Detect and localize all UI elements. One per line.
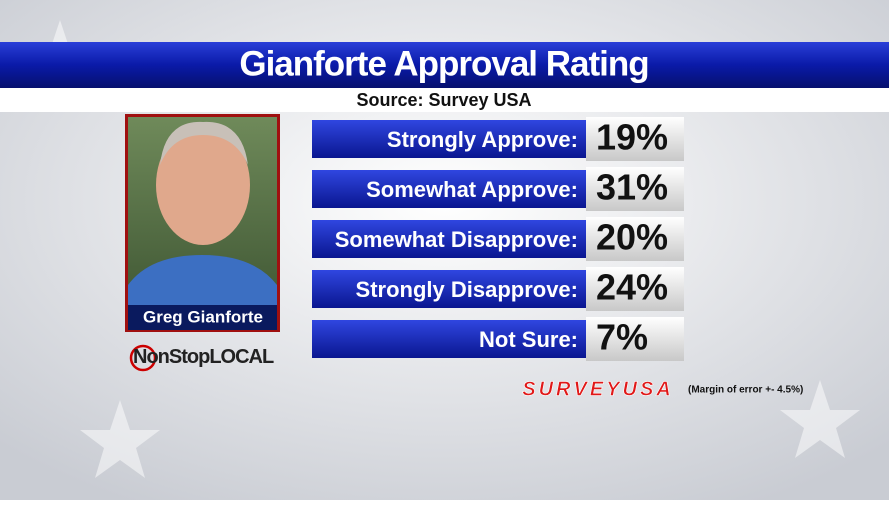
source: Source: Survey USA [356, 90, 531, 110]
value-box [586, 167, 684, 211]
station-logo: NonStopLOCAL [133, 346, 274, 368]
value-box [586, 117, 684, 161]
photo [125, 114, 280, 332]
title: Gianforte Approval Rating [239, 44, 648, 83]
table: Strongly Approve: 19% Somewhat Approve: 31%… [312, 117, 684, 361]
row-bar [312, 270, 586, 308]
name-plate [128, 305, 277, 330]
row-label: Strongly Approve: [387, 127, 578, 152]
row-bar [312, 170, 586, 208]
pollster-logo: SURVEYUSA [522, 378, 673, 400]
source-strip [0, 88, 889, 112]
candidate-name: Greg Gianforte [143, 307, 263, 326]
row-value: 20% [596, 217, 668, 258]
title-band [0, 42, 889, 88]
value-box [586, 217, 684, 261]
logo-part: LOCAL [209, 346, 274, 368]
row-value: 7% [596, 317, 648, 358]
row-bar [312, 120, 586, 158]
logo-part: NonStop [133, 346, 210, 368]
logo-swoosh [129, 344, 157, 372]
row-label: Strongly Disapprove: [356, 277, 578, 302]
row-label: Not Sure: [479, 327, 578, 352]
row-value: 19% [596, 117, 668, 158]
row-value: 24% [596, 267, 668, 308]
value-box [586, 267, 684, 311]
row-label: Somewhat Disapprove: [335, 227, 578, 252]
footnote: (Margin of error +- 4.5%) [688, 385, 803, 396]
row-value: 31% [596, 167, 668, 208]
row-bar [312, 320, 586, 358]
row-bar [312, 220, 586, 258]
row-label: Somewhat Approve: [366, 177, 578, 202]
value-box [586, 317, 684, 361]
